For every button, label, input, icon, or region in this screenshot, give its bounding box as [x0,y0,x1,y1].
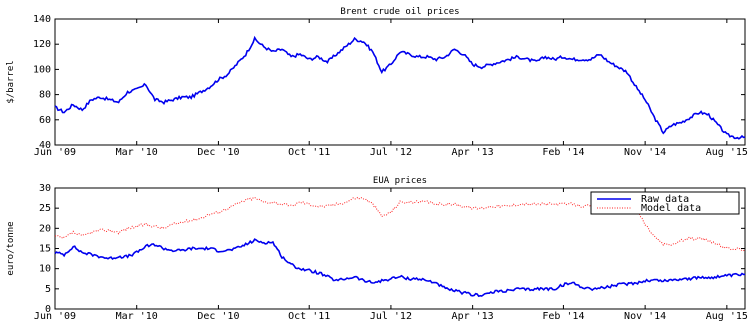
brent-x-ticks: Jun '09 Mar '10 Dec '10 Oct '11 Jul '12 Apr '… [34,19,748,158]
brent-oil-chart: Brent crude oil prices $/barrel 40 60 80 10… [6,7,748,158]
eua-x-ticks: Jun '09 Mar '10 Dec '10 Oct '11 Jul '12 Apr '… [34,188,748,322]
series-line [54,196,746,252]
brent-plot-area [54,18,746,146]
y-tick-label: 0 [45,304,51,315]
x-tick-label: Oct '11 [288,311,330,322]
x-tick-label: Jul '12 [370,147,412,158]
series-line [54,238,746,298]
brent-y-axis-label: $/barrel [6,60,16,103]
x-tick-label: Nov '14 [624,147,666,158]
x-tick-label: Nov '14 [624,311,666,322]
x-tick-label: Jun '09 [34,147,76,158]
x-tick-label: Apr '13 [452,147,494,158]
brent-series-group [54,35,746,140]
eua-y-ticks: 0 5 10 15 20 25 30 [39,183,745,315]
y-tick-label: 80 [39,90,51,101]
x-tick-label: Dec '10 [197,311,239,322]
y-tick-label: 60 [39,115,51,126]
eua-chart-title: EUA prices [373,176,427,186]
x-tick-label: Aug '15 [706,147,748,158]
brent-y-ticks: 40 60 80 100 120 140 [33,14,745,151]
series-line [54,35,746,140]
eua-series-group [54,196,746,298]
eua-legend: Raw data Model data [590,191,740,215]
x-tick-label: Jun '09 [34,311,76,322]
y-tick-label: 100 [33,64,51,75]
y-tick-label: 15 [39,244,51,255]
x-tick-label: Dec '10 [197,147,239,158]
x-tick-label: Mar '10 [116,147,158,158]
x-tick-label: Mar '10 [116,311,158,322]
x-tick-label: Aug '15 [706,311,748,322]
brent-chart-title: Brent crude oil prices [340,7,459,17]
y-tick-label: 25 [39,203,51,214]
x-tick-label: Oct '11 [288,147,330,158]
y-tick-label: 120 [33,39,51,50]
y-tick-label: 5 [45,284,51,295]
x-tick-label: Apr '13 [452,311,494,322]
y-tick-label: 30 [39,183,51,194]
eua-y-axis-label: euro/tonne [6,221,16,275]
x-tick-label: Feb '14 [542,311,584,322]
y-tick-label: 140 [33,14,51,25]
x-tick-label: Jul '12 [370,311,412,322]
eua-chart: EUA prices euro/tonne 0 5 10 15 20 25 30 Jun '… [6,176,748,322]
y-tick-label: 10 [39,264,51,275]
y-tick-label: 40 [39,140,51,151]
legend-label-raw-data: Raw data [641,194,689,205]
x-tick-label: Feb '14 [542,147,584,158]
legend-label-model-data: Model data [641,203,701,214]
y-tick-label: 20 [39,223,51,234]
